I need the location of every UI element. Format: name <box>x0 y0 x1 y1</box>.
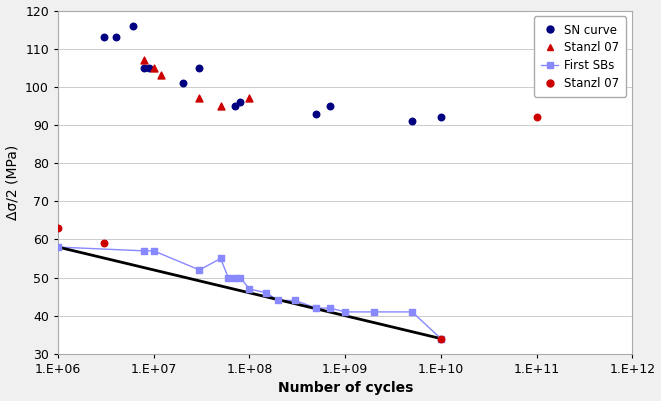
Point <box>436 114 446 121</box>
Point <box>215 103 226 109</box>
Point <box>340 309 350 315</box>
Point <box>407 118 417 124</box>
Y-axis label: Δσ/2 (MPa): Δσ/2 (MPa) <box>5 145 20 220</box>
Point <box>531 114 542 121</box>
Point <box>194 267 205 273</box>
Point <box>144 65 155 71</box>
Point <box>149 248 159 254</box>
Point <box>177 80 188 86</box>
Point <box>139 248 150 254</box>
Point <box>273 297 284 304</box>
Legend: SN curve, Stanzl 07, First SBs, Stanzl 07: SN curve, Stanzl 07, First SBs, Stanzl 0… <box>533 16 627 97</box>
Point <box>311 305 322 311</box>
Point <box>235 274 245 281</box>
Point <box>98 34 109 41</box>
Point <box>235 99 245 105</box>
Point <box>311 110 322 117</box>
Point <box>325 103 336 109</box>
Point <box>127 22 137 29</box>
Point <box>290 297 301 304</box>
Point <box>436 335 446 342</box>
Point <box>261 290 272 296</box>
Point <box>229 274 240 281</box>
Point <box>139 65 150 71</box>
Point <box>244 95 254 101</box>
Point <box>244 286 254 292</box>
Point <box>215 255 226 262</box>
Point <box>436 335 446 342</box>
X-axis label: Number of cycles: Number of cycles <box>278 381 413 395</box>
Point <box>110 34 121 41</box>
Point <box>407 309 417 315</box>
Point <box>229 103 240 109</box>
Point <box>194 95 205 101</box>
Point <box>325 305 336 311</box>
Point <box>139 57 150 63</box>
Point <box>53 244 63 250</box>
Point <box>53 225 63 231</box>
Point <box>149 65 159 71</box>
Point <box>98 240 109 247</box>
Point <box>194 65 205 71</box>
Point <box>223 274 233 281</box>
Point <box>156 72 167 79</box>
Point <box>369 309 379 315</box>
